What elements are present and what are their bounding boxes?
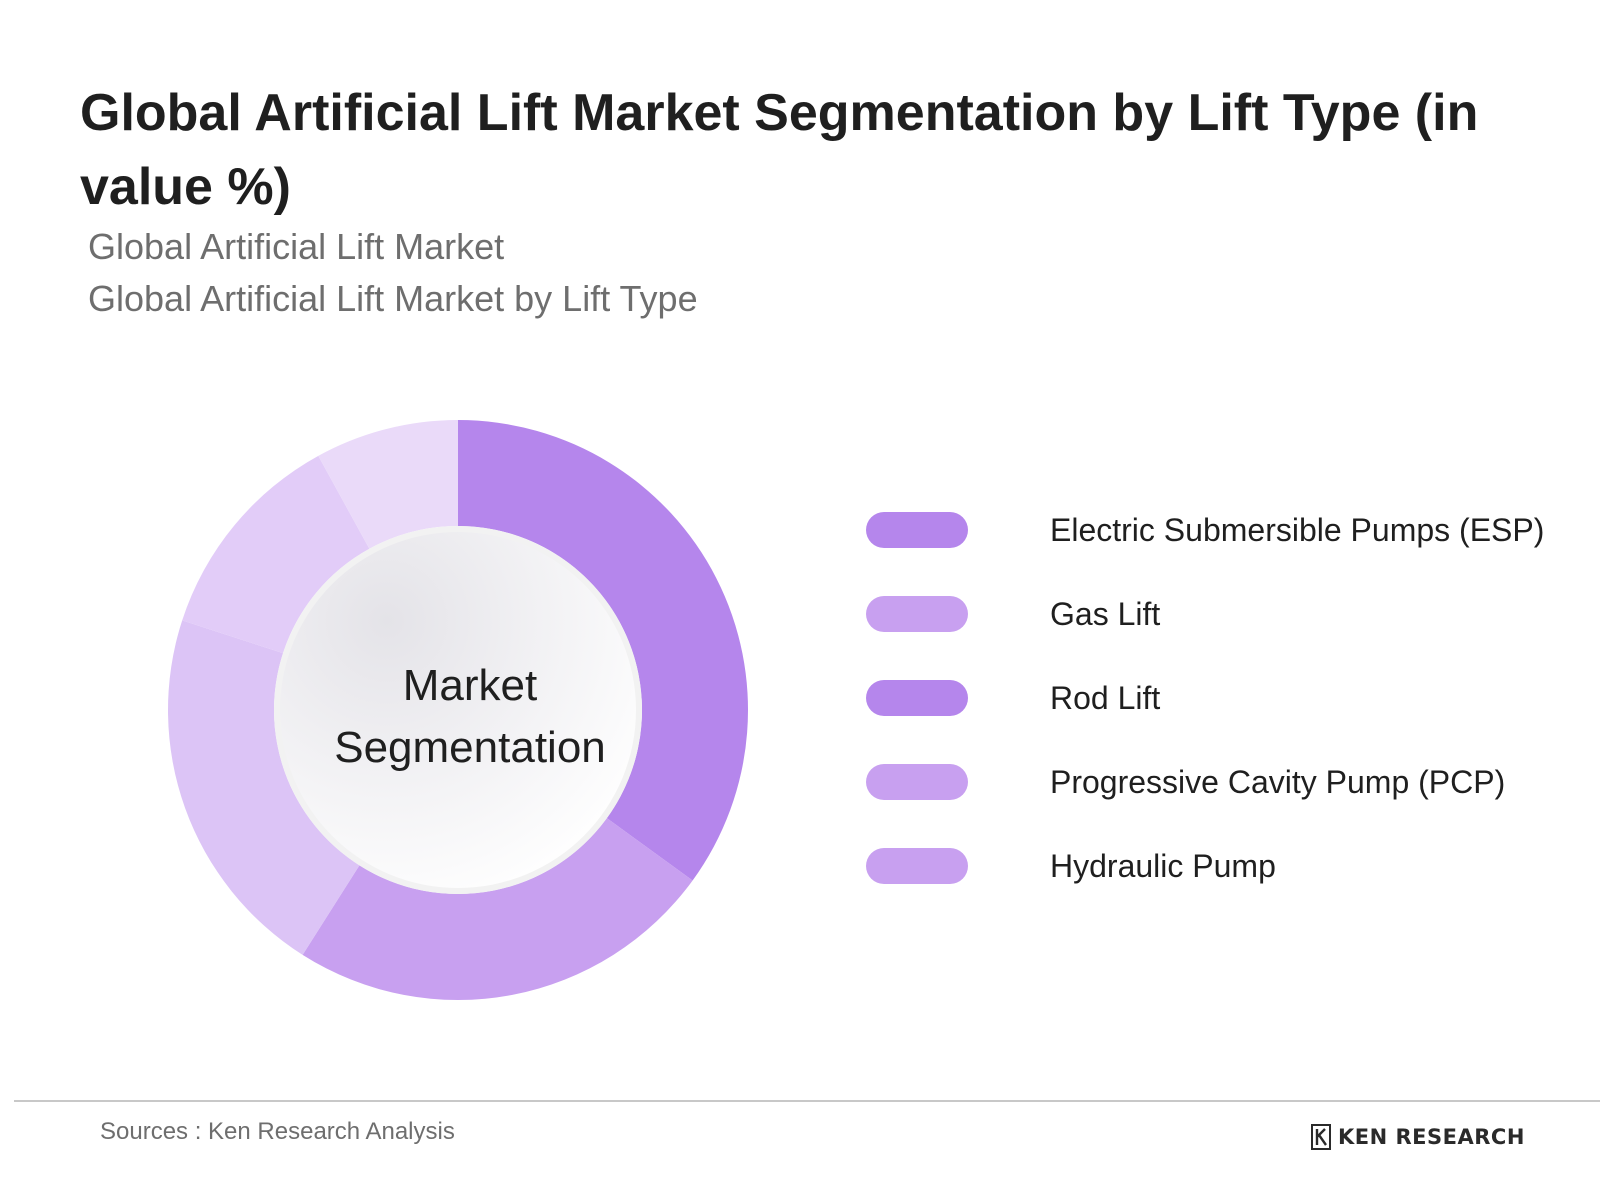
source-note: Sources : Ken Research Analysis <box>100 1118 455 1145</box>
legend-swatch <box>866 512 968 548</box>
legend-swatch <box>866 848 968 884</box>
brand-name: KEN RESEARCH <box>1338 1125 1525 1149</box>
legend-swatch <box>866 680 968 716</box>
subtitle-lift-type: Global Artificial Lift Market by Lift Ty… <box>88 278 698 319</box>
slice-rod-lift <box>167 620 360 955</box>
brand-logo: KEN RESEARCH <box>1310 1122 1525 1152</box>
ken-research-logo-icon <box>1311 1124 1331 1150</box>
slice-electric-submersible-pumps-esp <box>458 420 748 881</box>
legend-label: Progressive Cavity Pump (PCP) <box>1050 764 1506 800</box>
slice-progressive-cavity-pump-pcp <box>182 455 370 654</box>
slice-gas-lift <box>302 818 693 1000</box>
chart-title: Global Artificial Lift Market Segmentati… <box>80 84 1479 216</box>
slice-hydraulic-pump <box>318 420 458 549</box>
donut-center <box>280 532 636 888</box>
legend-label: Gas Lift <box>1050 596 1161 632</box>
footer-divider <box>14 1100 1600 1102</box>
donut-chart <box>167 420 748 1000</box>
legend-swatch <box>866 764 968 800</box>
subtitle-market: Global Artificial Lift Market <box>88 226 505 267</box>
legend-label: Electric Submersible Pumps (ESP) <box>1050 512 1545 548</box>
legend-label: Rod Lift <box>1050 680 1161 716</box>
donut-center-label: Market Segmentation <box>334 661 606 772</box>
legend-label: Hydraulic Pump <box>1050 848 1276 884</box>
donut-slices <box>167 420 748 1000</box>
legend-swatch <box>866 596 968 632</box>
